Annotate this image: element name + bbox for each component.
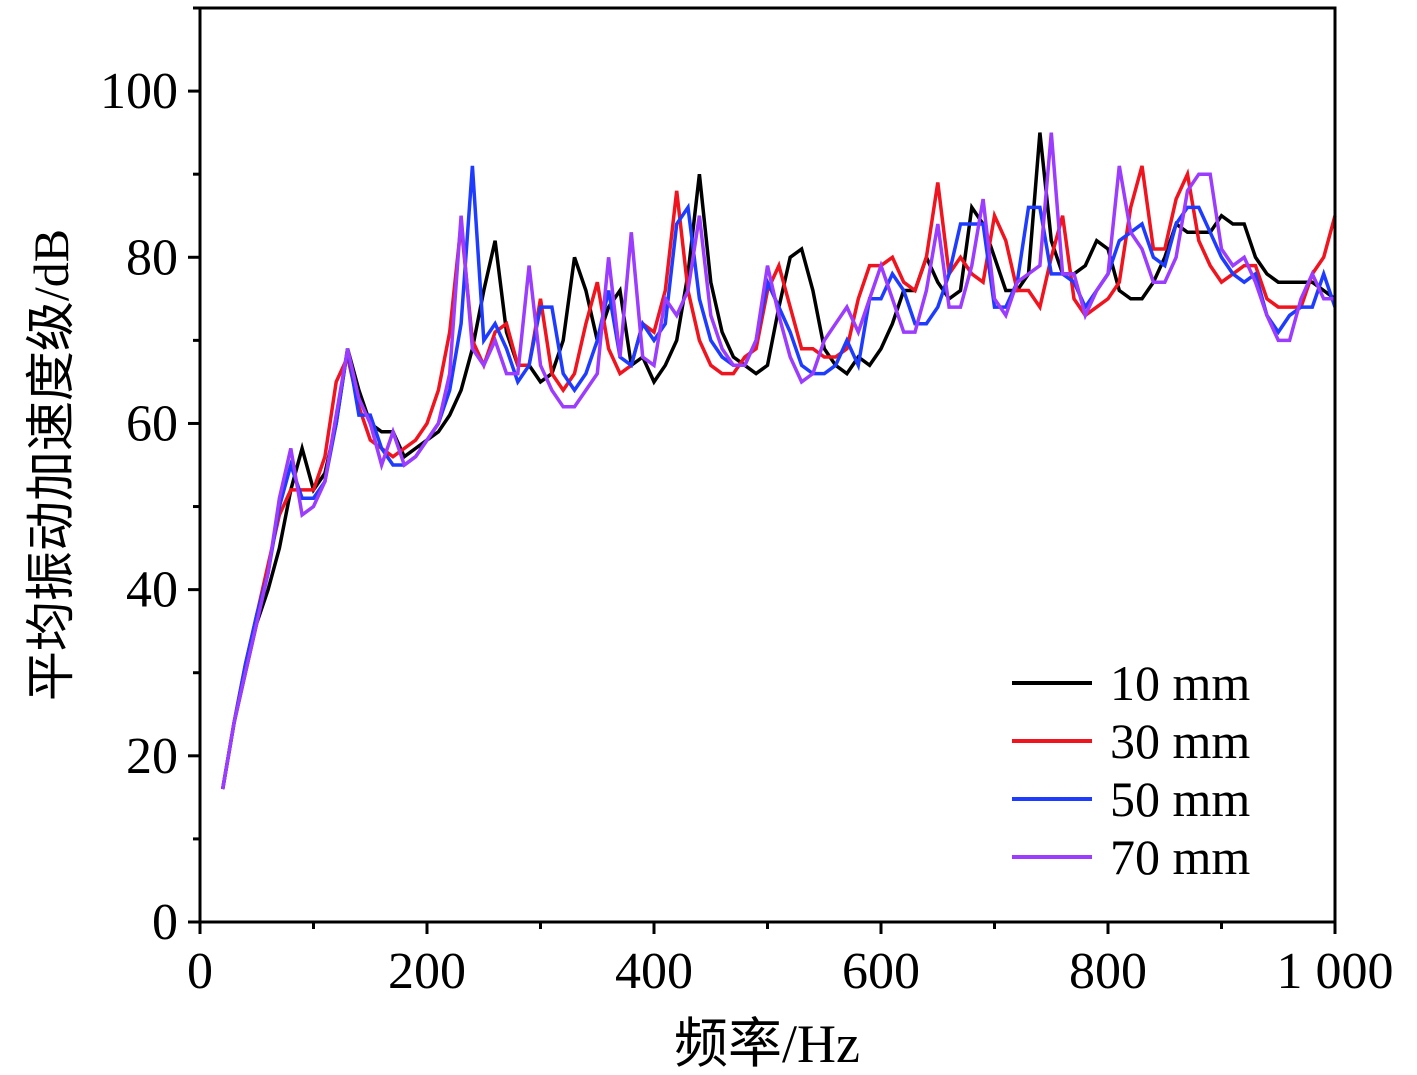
series-line-70mm (220, 132, 1335, 790)
y-axis-label: 平均振动加速度级/dB (23, 229, 79, 701)
y-tick-label: 20 (126, 728, 178, 785)
legend-label: 70 mm (1110, 829, 1250, 885)
legend-label: 50 mm (1110, 771, 1250, 827)
x-tick-label: 400 (615, 943, 693, 1000)
y-tick-label: 80 (126, 229, 178, 286)
legend-label: 10 mm (1110, 655, 1250, 711)
ticks-layer: 0 200 400 600 800 1 000 0 20 40 60 80 100 (100, 6, 1394, 1000)
y-tick-label: 40 (126, 562, 178, 619)
legend-item: 10 mm (1012, 655, 1250, 711)
legend-item: 70 mm (1012, 829, 1250, 885)
x-tick-label: 1 000 (1277, 943, 1394, 1000)
x-tick-label: 800 (1069, 943, 1147, 1000)
x-tick-label: 600 (842, 943, 920, 1000)
legend-label: 30 mm (1110, 713, 1250, 769)
y-tick-label: 100 (100, 63, 178, 120)
x-axis-label: 频率/Hz (674, 1014, 860, 1074)
series-line-30mm (220, 165, 1337, 790)
x-tick-label: 200 (388, 943, 466, 1000)
x-tick-label: 0 (187, 943, 213, 1000)
legend-item: 30 mm (1012, 713, 1250, 769)
y-tick-label: 60 (126, 395, 178, 452)
y-tick-label: 0 (152, 894, 178, 951)
series-layer (220, 132, 1337, 790)
legend-item: 50 mm (1012, 771, 1250, 827)
